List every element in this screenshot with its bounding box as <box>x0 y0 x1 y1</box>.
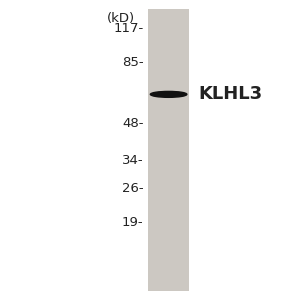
Text: 117-: 117- <box>113 22 143 35</box>
Text: 48-: 48- <box>122 117 143 130</box>
Bar <box>148 9 189 291</box>
Text: 19-: 19- <box>122 216 143 229</box>
Text: 85-: 85- <box>122 56 143 69</box>
Text: 26-: 26- <box>122 182 143 195</box>
Text: KLHL3: KLHL3 <box>198 85 262 103</box>
Text: 34-: 34- <box>122 154 143 167</box>
Text: (kD): (kD) <box>107 12 135 25</box>
Ellipse shape <box>150 92 187 97</box>
